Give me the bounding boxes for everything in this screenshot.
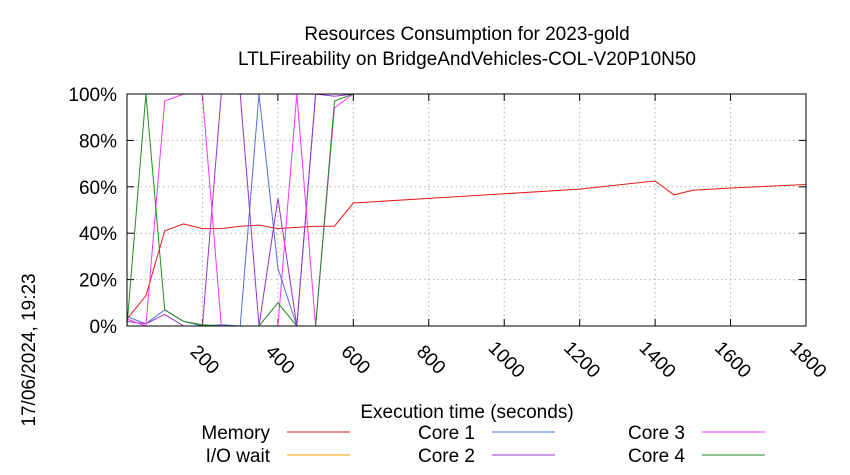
x-tick-label: 600: [337, 341, 374, 378]
series-line-core-2: [126, 93, 806, 327]
legend-label: I/O wait: [206, 446, 271, 467]
series-line-core-1: [126, 93, 806, 327]
x-tick-label: 400: [261, 341, 298, 378]
legend-label: Memory: [201, 423, 270, 444]
x-tick-label: 800: [412, 341, 449, 378]
series-line-core-3: [126, 93, 806, 327]
legend-label: Core 4: [628, 446, 685, 467]
x-tick-label: 1600: [710, 338, 755, 383]
legend-label: Core 2: [418, 446, 475, 467]
chart-title: Resources Consumption for 2023-gold: [304, 24, 629, 45]
series-lines: [126, 93, 807, 327]
legend-label: Core 3: [628, 423, 685, 444]
chart-subtitle: LTLFireability on BridgeAndVehicles-COL-…: [238, 49, 696, 70]
axis-ticks: 0% 20% 40% 60% 80% 100% 200 400 600 800 1000 1200 14…: [68, 85, 830, 382]
y-tick-label: 40%: [79, 224, 117, 245]
grid: [127, 94, 806, 326]
x-tick-label: 1800: [786, 338, 831, 383]
y-tick-label: 0%: [90, 317, 118, 338]
x-tick-label: 1400: [635, 338, 680, 383]
legend-label: Core 1: [418, 423, 475, 444]
series-line-core-4: [126, 93, 806, 327]
x-axis-label: Execution time (seconds): [360, 402, 573, 423]
timestamp-label: 17/06/2024, 19:23: [19, 273, 40, 426]
y-tick-label: 80%: [79, 131, 117, 152]
y-tick-label: 60%: [79, 178, 117, 199]
series-line-memory: [126, 180, 807, 320]
x-tick-label: 1200: [559, 338, 604, 383]
x-tick-label: 1000: [484, 338, 529, 383]
plot-frame: [126, 93, 807, 327]
x-tick-label: 200: [186, 341, 223, 378]
y-tick-label: 100%: [68, 85, 117, 106]
y-tick-label: 20%: [79, 271, 117, 292]
